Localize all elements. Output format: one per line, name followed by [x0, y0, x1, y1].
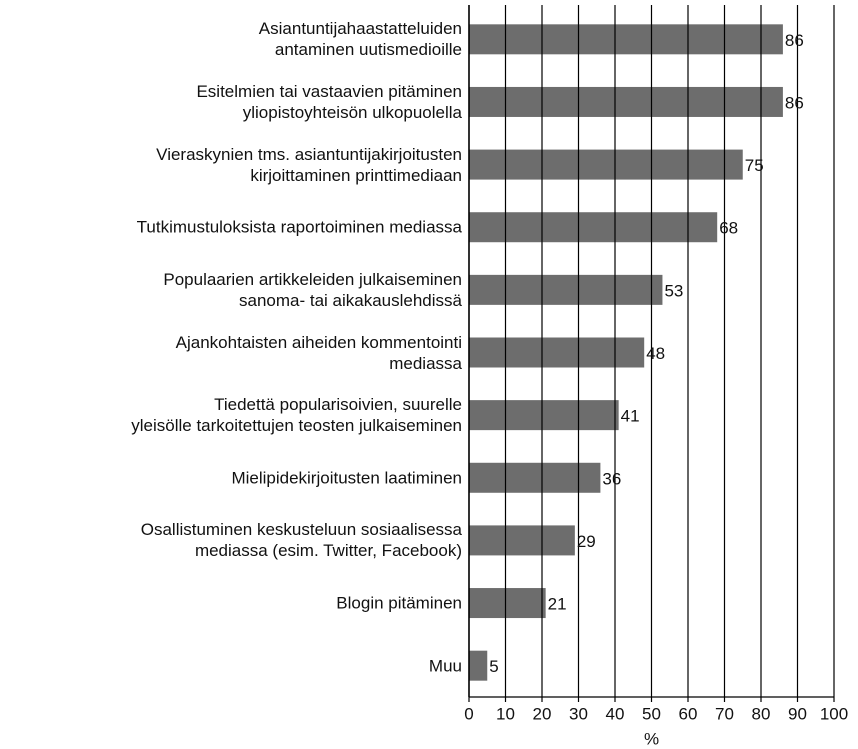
- category-label: Osallistuminen keskusteluun sosiaalisess…: [140, 520, 462, 561]
- value-label: 75: [745, 156, 764, 175]
- value-label: 48: [646, 344, 665, 363]
- bar: [469, 400, 619, 431]
- x-tick-label: 10: [496, 704, 515, 723]
- bar: [469, 462, 601, 493]
- bar: [469, 212, 718, 243]
- x-tick-label: 20: [533, 704, 552, 723]
- value-label: 21: [548, 595, 567, 614]
- bar: [469, 149, 743, 180]
- category-label: Esitelmien tai vastaavien pitäminen ylio…: [196, 81, 462, 122]
- x-tick-label: 90: [788, 704, 807, 723]
- bar: [469, 588, 546, 619]
- category-label: Tutkimustuloksista raportoiminen mediass…: [136, 217, 462, 237]
- category-label: Mielipidekirjoitusten laatiminen: [231, 468, 462, 488]
- bar: [469, 86, 783, 117]
- value-label: 86: [785, 31, 804, 50]
- bar: [469, 337, 645, 368]
- value-label: 68: [719, 219, 738, 238]
- x-tick-label: 50: [642, 704, 661, 723]
- x-tick-label: 100: [820, 704, 848, 723]
- x-tick-label: 0: [464, 704, 473, 723]
- value-label: 36: [602, 469, 621, 488]
- value-label: 53: [664, 281, 683, 300]
- category-label: Populaarien artikkeleiden julkaiseminen …: [163, 269, 462, 310]
- bar: [469, 274, 663, 305]
- bar: [469, 650, 488, 681]
- bar: [469, 24, 783, 55]
- value-label: 86: [785, 93, 804, 112]
- category-label: Blogin pitäminen: [336, 593, 462, 613]
- x-axis-label: %: [644, 729, 659, 748]
- x-tick-label: 40: [606, 704, 625, 723]
- x-tick-label: 80: [752, 704, 771, 723]
- category-label: Ajankohtaisten aiheiden kommentointi med…: [175, 332, 462, 373]
- value-label: 29: [577, 532, 596, 551]
- category-label: Tiedettä popularisoivien, suurelle yleis…: [131, 395, 462, 436]
- bar: [469, 525, 575, 556]
- category-label: Vieraskynien tms. asiantuntijakirjoitust…: [156, 144, 462, 185]
- category-label: Asiantuntijahaastatteluiden antaminen uu…: [258, 19, 462, 60]
- value-label: 5: [489, 657, 498, 676]
- x-tick-label: 70: [715, 704, 734, 723]
- x-tick-label: 60: [679, 704, 698, 723]
- category-label: Muu: [428, 656, 462, 676]
- value-label: 41: [621, 407, 640, 426]
- x-tick-label: 30: [569, 704, 588, 723]
